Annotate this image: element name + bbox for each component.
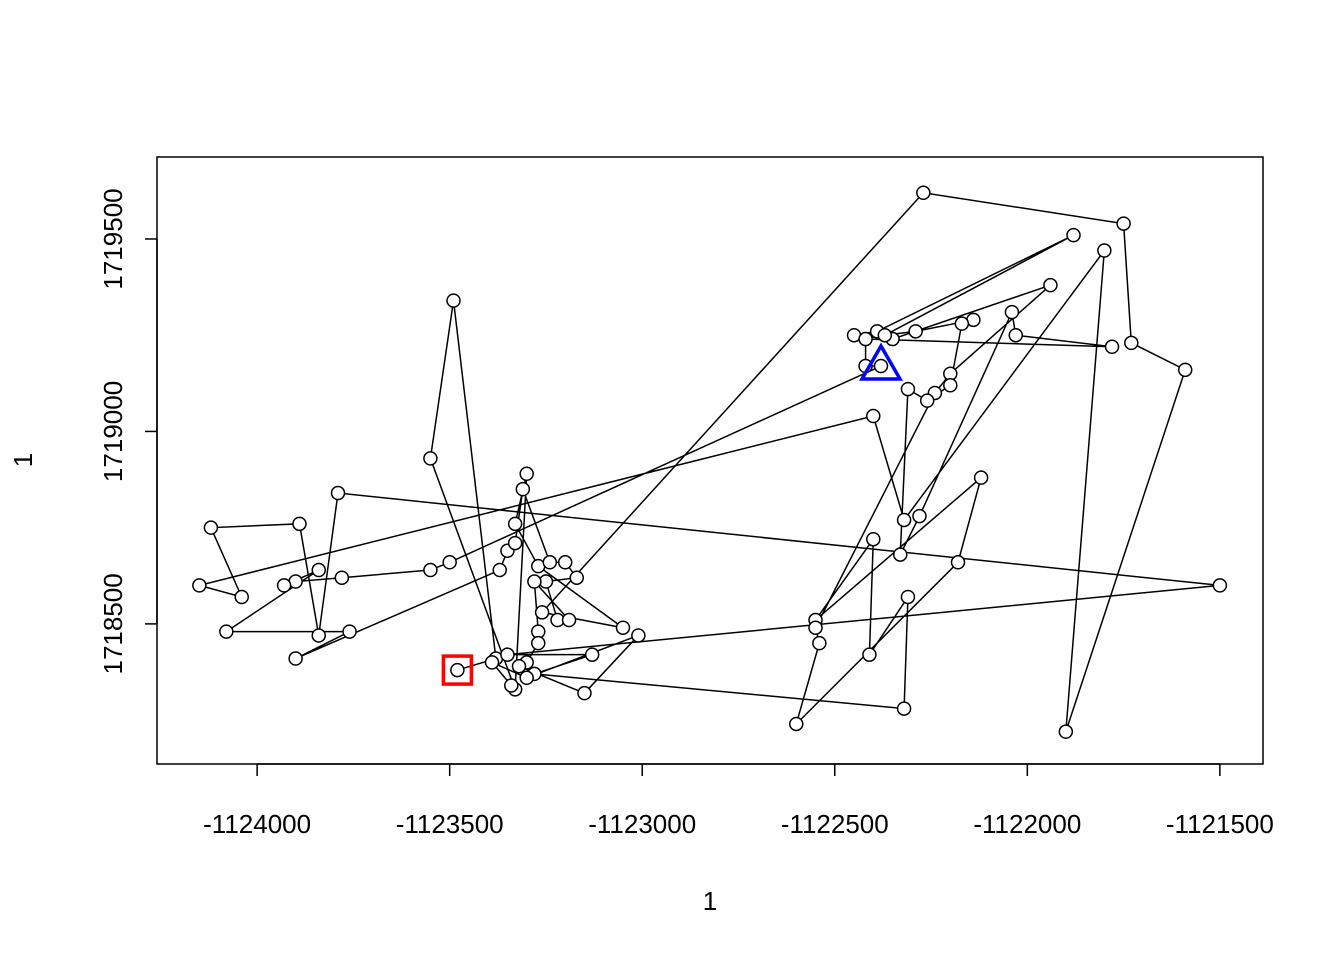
track-point <box>908 324 923 339</box>
track-point <box>423 562 438 578</box>
x-tick-label: -1122500 <box>781 809 889 839</box>
track-point <box>507 516 523 532</box>
track-point <box>1177 362 1193 378</box>
y-tick-label: 1719000 <box>98 381 128 482</box>
track-point <box>1116 216 1131 231</box>
track-point <box>866 531 881 547</box>
track-point <box>912 508 927 524</box>
track-point <box>916 185 931 201</box>
y-axis-label: 1 <box>8 453 38 467</box>
track-point <box>446 293 461 308</box>
track-point <box>334 570 350 585</box>
track-point <box>1058 724 1074 739</box>
track-point <box>1004 304 1020 320</box>
track-point <box>1124 335 1139 351</box>
track-point <box>311 562 326 578</box>
track-point <box>789 716 804 732</box>
track-point <box>219 624 234 639</box>
track-point <box>234 589 249 605</box>
track-point <box>973 470 989 485</box>
track-point <box>808 620 823 635</box>
track-point <box>276 578 292 593</box>
track-point <box>950 555 966 570</box>
track-point <box>577 685 592 701</box>
track-point <box>919 393 935 408</box>
track-point <box>292 516 307 532</box>
track-point <box>500 647 515 662</box>
track-point <box>858 331 873 347</box>
track-point <box>504 678 519 693</box>
track-point <box>896 701 912 716</box>
track-point <box>519 670 534 686</box>
start-marker <box>441 654 474 686</box>
track-point <box>342 624 357 639</box>
track-point <box>615 620 631 635</box>
track-point <box>450 662 465 678</box>
track-point <box>569 570 585 585</box>
track-point <box>192 578 207 593</box>
track-point <box>1104 339 1120 355</box>
track-point <box>866 408 881 424</box>
track-point <box>423 451 438 466</box>
x-tick-label: -1123000 <box>588 809 696 839</box>
track-point <box>1066 227 1081 243</box>
track-point <box>442 555 457 570</box>
track-point <box>1008 327 1024 343</box>
track-point <box>203 520 219 535</box>
track-point <box>311 628 326 643</box>
track-line <box>196 191 1220 732</box>
track-point <box>1043 277 1058 293</box>
track-point <box>896 512 912 528</box>
track-point <box>584 647 600 662</box>
y-tick-label: 1718500 <box>98 573 128 674</box>
track-point <box>519 466 534 482</box>
x-tick-label: -1121500 <box>1166 809 1274 839</box>
x-tick-label: -1122000 <box>973 809 1081 839</box>
track-point <box>288 651 303 666</box>
track-point <box>873 358 889 374</box>
track-point <box>862 647 877 662</box>
track-point <box>1212 578 1228 593</box>
track-point <box>877 327 893 343</box>
track-point <box>492 562 507 578</box>
track-point <box>561 612 577 628</box>
x-axis-label: 1 <box>703 886 717 916</box>
track-point <box>507 535 523 551</box>
track-point <box>534 605 550 620</box>
track-point <box>542 555 558 570</box>
track-point <box>631 628 646 643</box>
track-point <box>557 555 573 570</box>
track-point <box>900 589 916 605</box>
track-point <box>943 378 958 393</box>
track-point <box>330 485 346 501</box>
track-point <box>954 316 970 331</box>
y-tick-label: 1719500 <box>98 188 128 289</box>
track-point <box>812 635 827 651</box>
track-point <box>484 655 500 670</box>
plot-box <box>156 156 1264 765</box>
track-point <box>515 481 531 497</box>
x-tick-label: -1123500 <box>396 809 504 839</box>
track-point <box>530 635 546 651</box>
track-point <box>1097 243 1112 258</box>
track-point <box>900 381 916 397</box>
track-point <box>527 574 542 589</box>
x-tick-label: -1124000 <box>203 809 311 839</box>
track-point <box>511 658 527 674</box>
track-point <box>892 547 908 562</box>
end-marker <box>858 342 904 381</box>
